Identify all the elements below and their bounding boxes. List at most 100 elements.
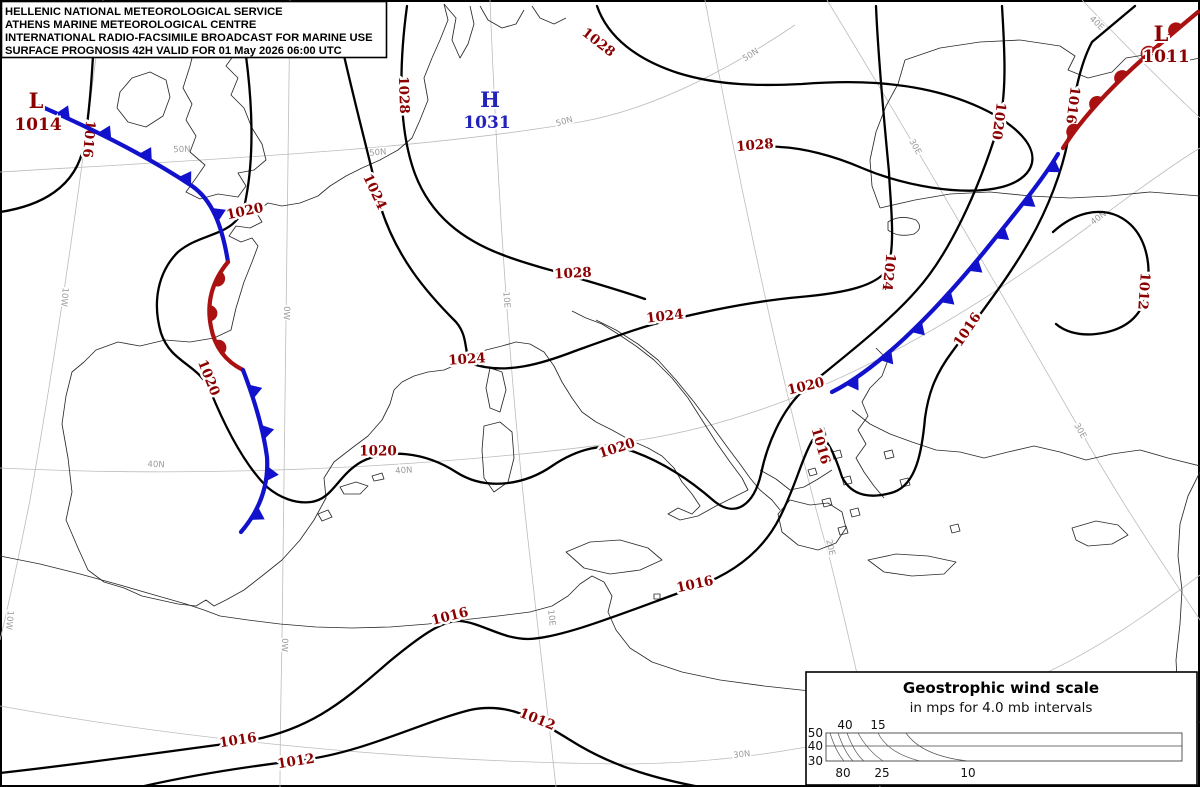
coastline bbox=[867, 553, 957, 577]
wind-scale-subtitle: in mps for 4.0 mb intervals bbox=[910, 700, 1093, 716]
wind-scale-panel: Geostrophic wind scale in mps for 4.0 mb… bbox=[805, 671, 1198, 786]
cold-front-triangle bbox=[911, 321, 925, 336]
agency-name: HELLENIC NATIONAL METEOROLOGICAL SERVICE bbox=[5, 6, 283, 18]
coastline bbox=[565, 539, 663, 575]
graticule-label-30N: 30N bbox=[733, 749, 751, 761]
warm-front-semicircle bbox=[213, 271, 226, 287]
wind-curve bbox=[877, 732, 921, 762]
pressure-center-value: 1011 bbox=[1142, 47, 1189, 67]
broadcast-line: INTERNATIONAL RADIO-FACSIMILE BROADCAST … bbox=[5, 32, 373, 44]
coastline bbox=[841, 475, 853, 486]
wind-top-label-15: 15 bbox=[870, 718, 885, 732]
wind-curve bbox=[846, 732, 865, 762]
graticule-label-0W: 0W bbox=[279, 638, 289, 653]
coastline bbox=[959, 445, 1200, 467]
warm-front-east bbox=[1060, 9, 1200, 151]
cold-front-triangle bbox=[940, 291, 955, 305]
centre-name: ATHENS MARINE METEOROLOGICAL CENTRE bbox=[5, 19, 257, 31]
cold-front-triangle bbox=[968, 259, 983, 273]
warm-front-semicircle bbox=[214, 339, 227, 355]
coastline bbox=[759, 469, 833, 491]
warm-front-semicircle bbox=[1168, 22, 1183, 36]
coastline bbox=[777, 499, 847, 551]
coastline bbox=[595, 319, 781, 511]
coastline bbox=[531, 5, 567, 25]
coastline bbox=[883, 449, 895, 460]
pressure-center-letter-high: H bbox=[480, 87, 500, 112]
isobar-label-1024: 1024 bbox=[448, 350, 487, 369]
wind-curve bbox=[837, 732, 854, 762]
isobar-label-1028: 1028 bbox=[395, 76, 412, 114]
cold-front-triangle bbox=[248, 384, 263, 399]
coastline bbox=[807, 467, 818, 477]
pressure-center-value: 1031 bbox=[463, 113, 510, 133]
cold-front-triangle bbox=[138, 147, 152, 162]
warm-front-semicircle bbox=[1066, 123, 1080, 139]
pressure-center-letter-low: L bbox=[1154, 21, 1169, 46]
coastline bbox=[485, 367, 507, 413]
isobar-1020 bbox=[155, 4, 1006, 510]
wind-bottom-label-10: 10 bbox=[960, 766, 975, 780]
wind-curve bbox=[905, 732, 969, 762]
coastline bbox=[821, 497, 833, 508]
wind-row-label-40: 40 bbox=[808, 739, 823, 753]
wind-bottom-label-80: 80 bbox=[835, 766, 850, 780]
graticule-label-10W: 10W bbox=[58, 287, 70, 308]
isobar-1012 bbox=[138, 706, 702, 787]
warm-front-semicircle bbox=[209, 305, 218, 322]
cold-front-triangle bbox=[260, 424, 275, 440]
coastline bbox=[899, 477, 911, 488]
graticule-line-40N bbox=[0, 147, 1200, 473]
title-block: HELLENIC NATIONAL METEOROLOGICAL SERVICE… bbox=[0, 0, 388, 59]
cold-front-triangle bbox=[845, 376, 859, 391]
coastline bbox=[815, 427, 827, 438]
wind-bottom-label-25: 25 bbox=[874, 766, 889, 780]
isobar-label-1028: 1028 bbox=[736, 136, 775, 155]
isobar-1024 bbox=[331, 4, 894, 370]
wind-curve bbox=[857, 732, 884, 762]
valid-time-line: SURFACE PROGNOSIS 42H VALID FOR 01 May 2… bbox=[5, 45, 342, 57]
graticule-label-10E: 10E bbox=[545, 609, 557, 626]
graticule-label-10W: 10W bbox=[3, 610, 15, 631]
coastline bbox=[182, 29, 267, 200]
cold-front-triangle bbox=[211, 208, 226, 222]
coastline bbox=[443, 3, 475, 59]
coastline bbox=[479, 5, 525, 29]
wind-scale-frame bbox=[805, 671, 1198, 786]
isobar-1012 bbox=[1051, 210, 1150, 336]
coastline bbox=[869, 59, 906, 209]
wind-row-label-30: 30 bbox=[808, 754, 823, 768]
coastline bbox=[949, 523, 961, 534]
coastline bbox=[855, 347, 889, 499]
isobar-1028 bbox=[400, 4, 647, 301]
coastline bbox=[849, 507, 861, 518]
isobar-label-1020: 1020 bbox=[359, 444, 397, 460]
pressure-center-value: 1014 bbox=[14, 115, 61, 135]
graticule-line-10E bbox=[489, 0, 557, 787]
coastline bbox=[837, 525, 849, 536]
cold-front-triangle bbox=[879, 350, 894, 365]
isobar-label-1028: 1028 bbox=[554, 265, 592, 283]
isobar-label-1012: 1012 bbox=[1134, 272, 1153, 311]
cold-front-triangle bbox=[178, 171, 192, 186]
graticule-label-50N: 50N bbox=[369, 147, 387, 158]
coastline bbox=[339, 481, 369, 495]
cold-front-west bbox=[37, 103, 231, 265]
graticule-label-40N: 40N bbox=[147, 460, 165, 471]
cold-front-triangle bbox=[97, 125, 112, 140]
coastline bbox=[851, 409, 961, 453]
coastline bbox=[116, 71, 171, 128]
wind-top-label-40: 40 bbox=[837, 718, 852, 732]
isobar-1028 bbox=[595, 4, 1034, 192]
coastline bbox=[317, 3, 449, 197]
coastline bbox=[371, 472, 385, 482]
graticule-line-0W bbox=[279, 0, 291, 787]
wind-scale-diagram: 50 40 30 40 15 80 25 10 bbox=[808, 718, 1183, 780]
warm-front-semicircle bbox=[1140, 45, 1155, 59]
wind-scale-title: Geostrophic wind scale bbox=[903, 679, 1099, 697]
isobar-layer bbox=[0, 4, 1150, 787]
graticule-line-50N bbox=[0, 24, 796, 173]
